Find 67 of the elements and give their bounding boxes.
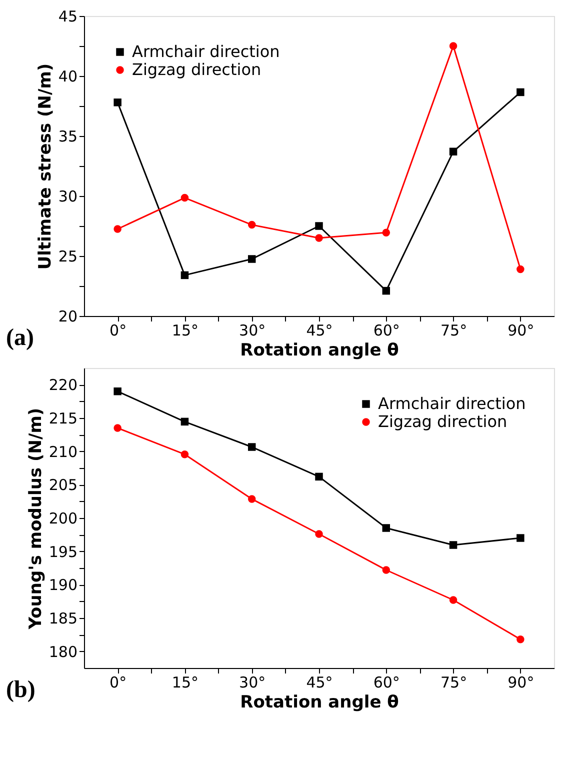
point bbox=[248, 443, 256, 451]
point bbox=[449, 42, 458, 50]
legend-label: Armchair direction bbox=[378, 394, 526, 413]
point bbox=[516, 265, 524, 274]
point bbox=[382, 286, 390, 295]
x-tick-label: 15° bbox=[172, 322, 199, 340]
point bbox=[114, 424, 122, 432]
x-tick-label: 60° bbox=[373, 674, 400, 692]
point bbox=[516, 534, 524, 542]
x-tick-label: 45° bbox=[306, 674, 333, 692]
y-tick-label: 200 bbox=[48, 510, 78, 528]
y-tick-label: 25 bbox=[58, 248, 78, 266]
point bbox=[449, 596, 458, 604]
point bbox=[516, 88, 524, 96]
y-tick-label: 185 bbox=[48, 610, 78, 628]
y-tick-label: 215 bbox=[48, 410, 78, 428]
point bbox=[180, 450, 189, 458]
y-tick-label: 30 bbox=[58, 188, 78, 206]
x-tick-label: 0° bbox=[110, 322, 127, 340]
x-tick-label: 45° bbox=[306, 322, 333, 340]
legend-label: Zigzag direction bbox=[132, 60, 262, 79]
point bbox=[382, 524, 390, 532]
x-axis-title: Rotation angle θ bbox=[240, 340, 399, 360]
y-tick-label: 35 bbox=[58, 128, 78, 146]
y-tick-label: 220 bbox=[48, 376, 78, 394]
legend-label: Armchair direction bbox=[132, 42, 280, 61]
y-tick-label: 195 bbox=[48, 542, 78, 561]
point bbox=[248, 220, 256, 229]
point bbox=[315, 472, 323, 481]
point bbox=[449, 148, 458, 156]
point bbox=[315, 234, 323, 242]
x-tick-label: 75° bbox=[440, 322, 468, 340]
legend-label: Zigzag direction bbox=[378, 412, 508, 431]
point bbox=[248, 495, 256, 503]
x-tick-label: 60° bbox=[373, 322, 400, 340]
point bbox=[114, 98, 122, 106]
y-tick-label: 45 bbox=[58, 8, 78, 26]
point bbox=[248, 255, 256, 263]
y-axis-title: Ultimate stress (N/m) bbox=[35, 63, 56, 270]
point bbox=[114, 225, 122, 233]
text: (b) bbox=[6, 677, 36, 703]
x-tick-label: 15° bbox=[172, 674, 199, 692]
point bbox=[516, 635, 524, 644]
point bbox=[315, 530, 323, 538]
x-tick-label: 90° bbox=[508, 674, 534, 692]
y-tick-label: 190 bbox=[48, 576, 78, 594]
y-tick-label: 20 bbox=[58, 308, 78, 326]
point bbox=[180, 194, 189, 202]
y-tick-label: 210 bbox=[48, 442, 78, 461]
x-tick-label: 30° bbox=[239, 322, 266, 340]
y-tick-label: 40 bbox=[58, 68, 78, 86]
y-tick-label: 180 bbox=[48, 642, 78, 661]
point bbox=[315, 222, 323, 230]
x-tick-label: 90° bbox=[508, 322, 534, 340]
point bbox=[180, 271, 189, 280]
point bbox=[114, 387, 122, 396]
x-axis-title: Rotation angle θ bbox=[240, 692, 399, 712]
point bbox=[180, 418, 189, 426]
point bbox=[382, 228, 390, 236]
x-tick-label: 75° bbox=[440, 674, 468, 692]
point bbox=[449, 541, 458, 549]
point bbox=[382, 566, 390, 574]
y-axis-title: Young's modulus (N/m) bbox=[26, 408, 46, 630]
x-tick-label: 0° bbox=[110, 674, 127, 692]
x-tick-label: 30° bbox=[239, 674, 266, 692]
text: (a) bbox=[6, 325, 34, 351]
y-tick-label: 205 bbox=[48, 476, 78, 494]
